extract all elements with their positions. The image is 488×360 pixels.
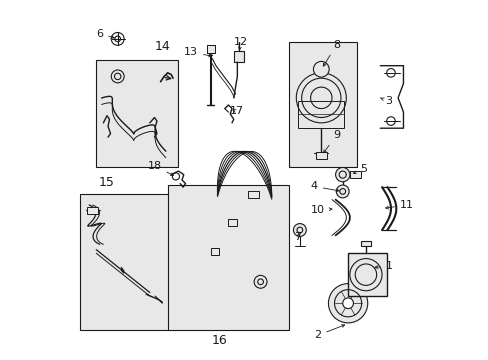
Bar [347, 253, 386, 296]
Circle shape [336, 185, 348, 198]
Bar [167, 185, 288, 330]
Text: 18: 18 [147, 161, 173, 175]
Text: 16: 16 [211, 333, 227, 347]
Text: 9: 9 [323, 130, 340, 153]
Bar [315, 152, 326, 158]
Text: 8: 8 [323, 40, 340, 66]
Text: 13: 13 [183, 47, 211, 57]
Text: 12: 12 [233, 37, 247, 50]
Circle shape [313, 62, 328, 77]
Text: 6: 6 [96, 28, 114, 39]
Text: 17: 17 [229, 107, 243, 116]
Bar [87, 207, 98, 214]
Bar [247, 191, 258, 198]
Bar [96, 60, 178, 167]
Circle shape [335, 167, 349, 182]
Circle shape [328, 284, 367, 323]
Text: 7: 7 [294, 232, 301, 242]
Bar [206, 45, 215, 53]
Bar [80, 194, 169, 330]
Bar [360, 241, 370, 246]
Text: 3: 3 [380, 96, 392, 107]
Text: 2: 2 [313, 325, 344, 341]
Bar [233, 51, 244, 62]
Text: 1: 1 [374, 261, 392, 271]
Circle shape [293, 224, 305, 237]
Bar [288, 42, 356, 167]
Bar [228, 219, 237, 226]
Text: 15: 15 [99, 176, 115, 189]
Text: 5: 5 [353, 164, 367, 174]
Bar [210, 248, 219, 255]
Bar [349, 171, 360, 178]
Circle shape [310, 87, 331, 109]
Text: 11: 11 [385, 200, 413, 210]
Circle shape [342, 298, 353, 309]
Bar [298, 102, 343, 128]
Text: 4: 4 [310, 181, 338, 192]
Text: 14: 14 [154, 40, 170, 53]
Text: 10: 10 [310, 205, 331, 215]
Circle shape [349, 258, 381, 291]
